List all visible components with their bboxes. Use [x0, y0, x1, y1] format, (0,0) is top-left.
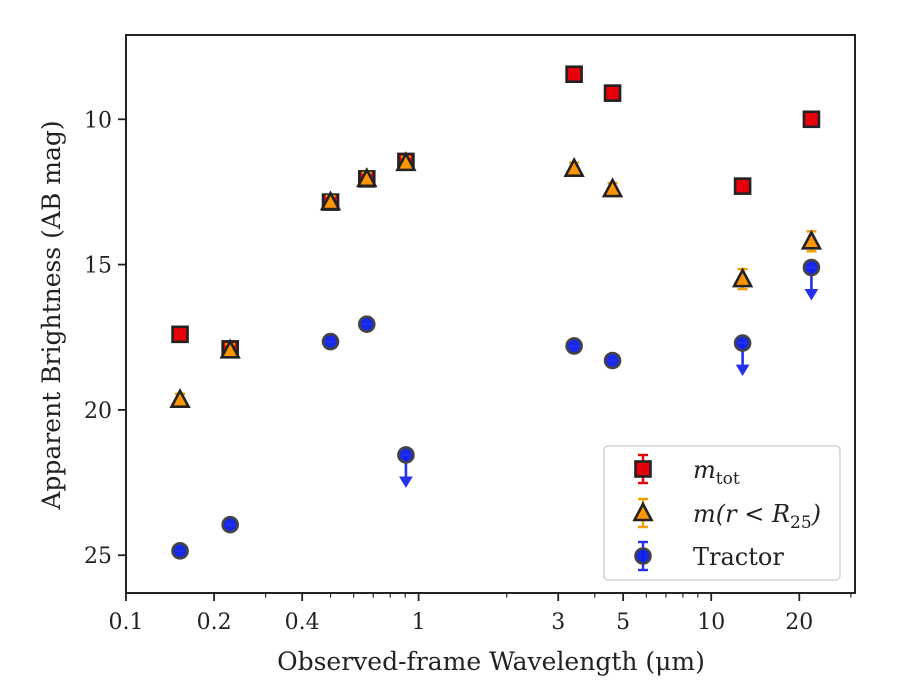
y-axis-title: Apparent Brightness (AB mag): [37, 120, 66, 510]
legend-marker: [634, 547, 652, 565]
legend-marker: [632, 501, 654, 522]
data-point: [565, 65, 583, 84]
data-point: [800, 229, 823, 250]
data-point: [733, 177, 752, 195]
x-tick-label: 0.2: [197, 610, 232, 635]
x-tick-label: 1: [412, 610, 426, 635]
series-triangle: [169, 151, 823, 409]
legend-label: Tractor: [693, 543, 784, 571]
data-point: [319, 190, 342, 211]
data-point: [356, 167, 378, 188]
x-tick-label: 0.1: [109, 610, 144, 635]
data-point: [395, 151, 417, 172]
legend: mtot m(r < R25) Tractor: [603, 445, 841, 581]
x-tick-label: 10: [697, 610, 725, 635]
x-axis-title: Observed-frame Wavelength (μm): [277, 647, 705, 676]
x-tick-label: 3: [551, 610, 565, 635]
data-point: [731, 267, 754, 288]
data-point: [802, 110, 821, 129]
x-tick-label: 20: [785, 610, 813, 635]
legend-box: [603, 445, 841, 581]
x-tick-label: 0.4: [285, 610, 320, 635]
axes-layer: 0.1 0.2 0.4 1 3 5 10 20 10 15 20 25: [84, 34, 856, 635]
data-point: [169, 387, 191, 409]
legend-item-square: mtot: [634, 453, 740, 489]
data-point: [563, 156, 585, 177]
y-tick-label: 15: [84, 254, 112, 279]
y-axis: 10 15 20 25: [84, 108, 126, 569]
marks-layer: [169, 65, 823, 560]
legend-marker: [634, 460, 652, 478]
axes-frame: [125, 34, 856, 594]
data-point: [171, 325, 189, 344]
data-point: [603, 84, 622, 102]
legend-item-triangle: m(r < R25): [632, 497, 821, 533]
x-tick-label: 5: [616, 610, 630, 635]
y-tick-label: 25: [84, 544, 112, 569]
legend-label: mtot: [693, 456, 740, 489]
y-tick-label: 20: [84, 399, 112, 424]
data-point: [219, 338, 241, 359]
legend-item-circle: Tractor: [634, 540, 784, 572]
x-axis: 0.1 0.2 0.4 1 3 5 10 20: [109, 593, 852, 635]
y-tick-label: 10: [84, 108, 112, 133]
data-point: [601, 177, 624, 198]
series-circle: [171, 258, 821, 560]
legend-label: m(r < R25): [693, 500, 821, 533]
